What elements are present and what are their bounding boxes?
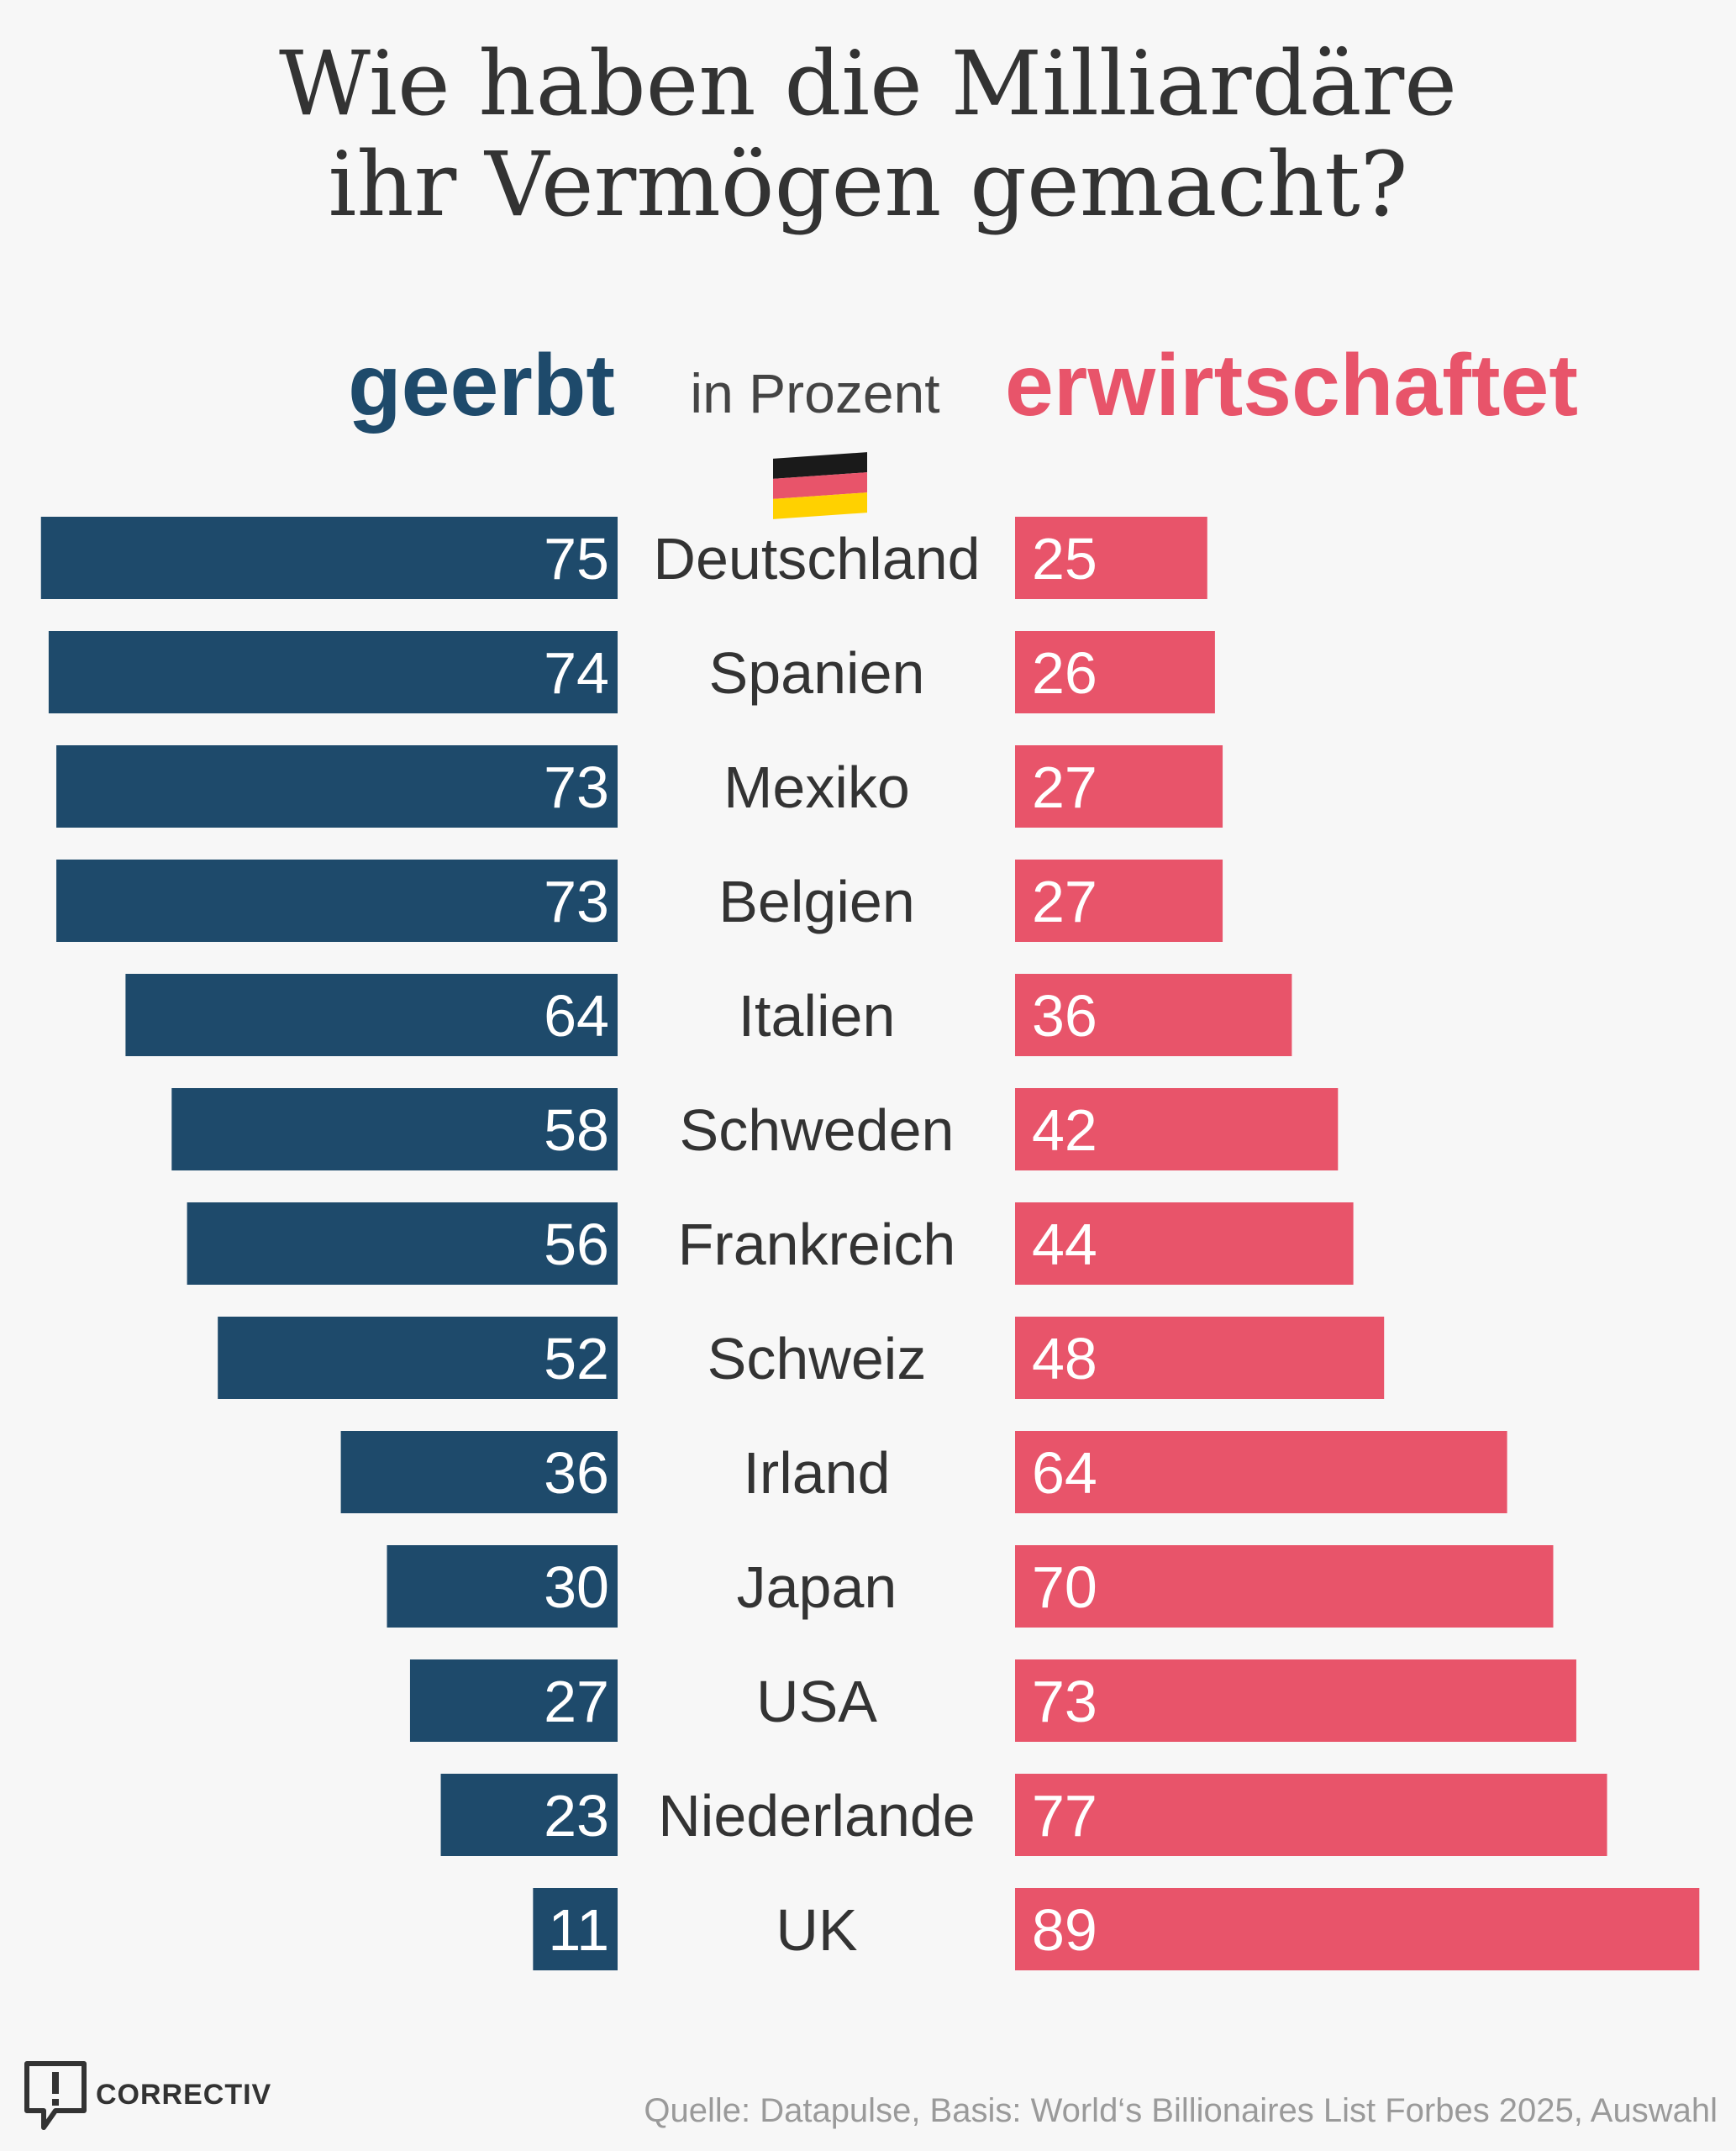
bar-earned-belgien <box>1015 860 1223 942</box>
bar-inherited-japan <box>387 1545 618 1628</box>
value-label-earned-spanien: 26 <box>1032 640 1097 706</box>
bar-earned-spanien <box>1015 631 1215 713</box>
bar-earned-schweiz <box>1015 1317 1385 1399</box>
source-note: Quelle: Datapulse, Basis: World‘s Billio… <box>644 2092 1718 2129</box>
value-label-earned-irland: 64 <box>1032 1440 1097 1506</box>
bar-inherited-italien <box>125 974 618 1056</box>
value-label-inherited-belgien: 73 <box>544 869 609 934</box>
header-inherited: geerbt <box>348 337 615 434</box>
value-label-inherited-frankreich: 56 <box>544 1212 609 1277</box>
speech-bubble-exclamation-icon <box>24 2061 87 2130</box>
category-label-frankreich: Frankreich <box>678 1212 956 1277</box>
bar-inherited-frankreich <box>187 1202 618 1285</box>
value-label-earned-deutschland: 25 <box>1032 526 1097 592</box>
value-label-earned-italien: 36 <box>1032 983 1097 1049</box>
value-label-inherited-deutschland: 75 <box>544 526 609 592</box>
value-label-earned-japan: 70 <box>1032 1554 1097 1620</box>
category-label-italien: Italien <box>739 983 896 1049</box>
bar-earned-niederlande <box>1015 1774 1607 1856</box>
bar-inherited-niederlande <box>440 1774 618 1856</box>
category-label-uk: UK <box>776 1897 857 1963</box>
value-label-inherited-schweden: 58 <box>544 1097 609 1163</box>
bar-earned-uk <box>1015 1888 1700 1970</box>
category-label-mexiko: Mexiko <box>723 755 910 820</box>
value-label-inherited-niederlande: 23 <box>544 1783 609 1849</box>
title-line-2: ihr Vermögen gemacht? <box>328 133 1408 236</box>
value-label-earned-usa: 73 <box>1032 1669 1097 1734</box>
bar-earned-schweden <box>1015 1088 1339 1170</box>
bar-inherited-uk <box>533 1888 618 1970</box>
category-label-usa: USA <box>756 1669 877 1734</box>
bar-earned-mexiko <box>1015 745 1223 828</box>
bar-earned-irland <box>1015 1431 1507 1513</box>
bar-earned-italien <box>1015 974 1292 1056</box>
bar-earned-usa <box>1015 1659 1576 1742</box>
bar-inherited-mexiko <box>56 745 618 828</box>
bar-earned-deutschland <box>1015 517 1207 599</box>
value-label-inherited-schweiz: 52 <box>544 1326 609 1391</box>
bar-inherited-irland <box>340 1431 618 1513</box>
value-label-earned-mexiko: 27 <box>1032 755 1097 820</box>
bar-inherited-spanien <box>48 631 618 713</box>
value-label-inherited-spanien: 74 <box>544 640 609 706</box>
header-unit: in Prozent <box>690 362 940 424</box>
category-label-niederlande: Niederlande <box>658 1783 975 1849</box>
value-label-inherited-uk: 11 <box>548 1897 609 1963</box>
value-label-earned-niederlande: 77 <box>1032 1783 1097 1849</box>
value-label-earned-schweden: 42 <box>1032 1097 1097 1163</box>
category-label-belgien: Belgien <box>718 869 915 934</box>
value-label-inherited-japan: 30 <box>544 1554 609 1620</box>
diverging-bar-chart: 75 Deutschland 25 74 Spanien 26 73 Mexiko 27 73 Be… <box>40 517 1700 1970</box>
value-label-inherited-irland: 36 <box>544 1440 609 1506</box>
bar-inherited-schweiz <box>218 1317 618 1399</box>
bar-earned-frankreich <box>1015 1202 1354 1285</box>
chart-title: Wie haben die Milliardäre ihr Vermögen g… <box>0 34 1736 235</box>
category-label-japan: Japan <box>737 1554 897 1620</box>
value-label-inherited-italien: 64 <box>544 983 609 1049</box>
category-label-schweden: Schweden <box>680 1097 955 1163</box>
value-label-inherited-mexiko: 73 <box>544 755 609 820</box>
value-label-earned-uk: 89 <box>1032 1897 1097 1963</box>
category-label-irland: Irland <box>743 1440 890 1506</box>
value-label-earned-belgien: 27 <box>1032 869 1097 934</box>
bar-inherited-deutschland <box>40 517 618 599</box>
value-label-earned-schweiz: 48 <box>1032 1326 1097 1391</box>
category-label-schweiz: Schweiz <box>708 1326 927 1391</box>
logo-text: CORRECTIV <box>96 2079 272 2111</box>
value-label-earned-frankreich: 44 <box>1032 1212 1097 1277</box>
bar-inherited-usa <box>409 1659 618 1742</box>
value-label-inherited-usa: 27 <box>544 1669 609 1734</box>
title-line-1: Wie haben die Milliardäre <box>278 32 1458 135</box>
category-label-spanien: Spanien <box>709 640 925 706</box>
header-earned: erwirtschaftet <box>1005 337 1578 434</box>
bar-earned-japan <box>1015 1545 1554 1628</box>
bar-inherited-schweden <box>171 1088 618 1170</box>
bar-inherited-belgien <box>56 860 618 942</box>
category-label-deutschland: Deutschland <box>653 526 980 592</box>
